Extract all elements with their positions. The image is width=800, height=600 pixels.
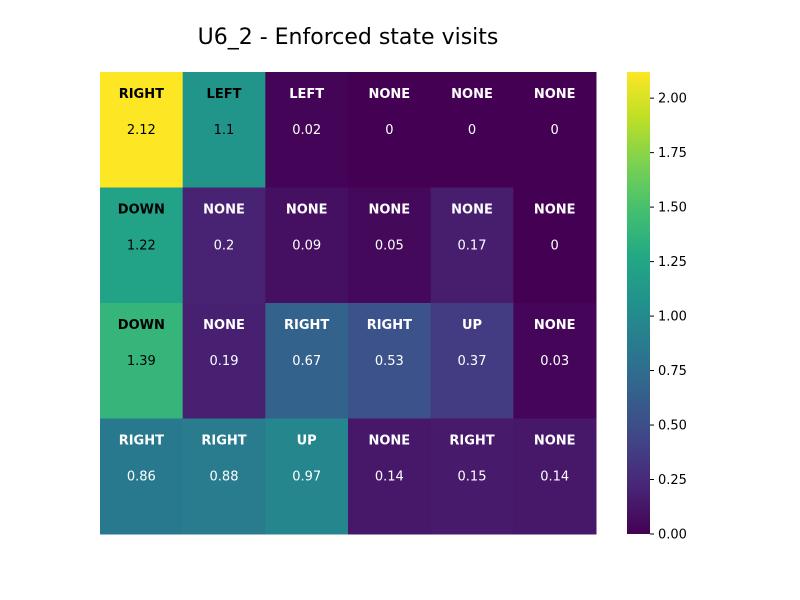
heatmap-cell bbox=[100, 187, 184, 304]
cell-action-label: UP bbox=[462, 318, 482, 333]
cell-action-label: RIGHT bbox=[284, 318, 329, 333]
colorbar-tick-label: 1.25 bbox=[658, 255, 687, 270]
heatmap-cell bbox=[430, 187, 514, 304]
colorbar-gradient bbox=[627, 72, 650, 534]
heatmap-cell bbox=[182, 418, 266, 535]
heatmap-cell bbox=[430, 72, 514, 188]
colorbar-tick-label: 0.00 bbox=[658, 528, 687, 543]
heatmap-cells bbox=[100, 72, 597, 535]
cell-action-label: LEFT bbox=[289, 87, 324, 102]
cell-value-label: 0.37 bbox=[458, 354, 487, 369]
heatmap-cell bbox=[100, 418, 184, 535]
heatmap-cell bbox=[265, 72, 349, 188]
cell-action-label: DOWN bbox=[118, 318, 165, 333]
cell-action-label: NONE bbox=[368, 434, 410, 449]
colorbar-tick-label: 0.25 bbox=[658, 473, 687, 488]
cell-value-label: 1.1 bbox=[214, 123, 235, 138]
cell-action-label: DOWN bbox=[118, 203, 165, 218]
heatmap-cell bbox=[182, 187, 266, 304]
cell-value-label: 0.03 bbox=[540, 354, 569, 369]
cell-action-label: RIGHT bbox=[201, 434, 246, 449]
heatmap-cell bbox=[265, 187, 349, 304]
cell-action-label: NONE bbox=[286, 203, 328, 218]
heatmap-cell bbox=[100, 72, 184, 188]
cell-value-label: 0 bbox=[468, 123, 476, 138]
cell-value-label: 0.14 bbox=[375, 470, 404, 485]
cell-value-label: 0.02 bbox=[292, 123, 321, 138]
colorbar-tick-label: 2.00 bbox=[658, 92, 687, 107]
colorbar-tick-label: 1.00 bbox=[658, 310, 687, 325]
colorbar-tick-label: 1.75 bbox=[658, 146, 687, 161]
heatmap-cell bbox=[513, 72, 597, 188]
colorbar-tick-label: 0.75 bbox=[658, 364, 687, 379]
heatmap-cell bbox=[100, 303, 184, 419]
cell-action-label: RIGHT bbox=[119, 434, 164, 449]
heatmap-labels: RIGHT 2.12 LEFT 1.1 LEFT 0.02 NONE 0 NONE 0 NONE 0 D… bbox=[118, 87, 576, 485]
cell-value-label: 0.2 bbox=[214, 239, 235, 254]
heatmap-cell bbox=[265, 418, 349, 535]
cell-value-label: 0.88 bbox=[210, 470, 239, 485]
heatmap-cell bbox=[513, 303, 597, 419]
colorbar: 0.00 0.25 0.50 0.75 1.00 1.25 1.50 1.75 2.00 bbox=[627, 72, 687, 543]
cell-action-label: NONE bbox=[368, 87, 410, 102]
heatmap-cell bbox=[348, 418, 432, 535]
chart-title: U6_2 - Enforced state visits bbox=[198, 25, 499, 50]
heatmap-cell bbox=[348, 303, 432, 419]
heatmap-cell bbox=[513, 418, 597, 535]
cell-value-label: 0.97 bbox=[292, 470, 321, 485]
heatmap-cell bbox=[265, 303, 349, 419]
cell-value-label: 0 bbox=[551, 123, 559, 138]
cell-action-label: RIGHT bbox=[119, 87, 164, 102]
colorbar-tick-label: 1.50 bbox=[658, 201, 687, 216]
cell-value-label: 0.05 bbox=[375, 239, 404, 254]
heatmap-cell bbox=[348, 187, 432, 304]
cell-action-label: RIGHT bbox=[449, 434, 494, 449]
cell-value-label: 0 bbox=[551, 239, 559, 254]
cell-action-label: NONE bbox=[203, 318, 245, 333]
cell-action-label: NONE bbox=[534, 203, 576, 218]
heatmap-cell bbox=[430, 418, 514, 535]
heatmap-cell bbox=[513, 187, 597, 304]
colorbar-tick-label: 0.50 bbox=[658, 419, 687, 434]
cell-action-label: NONE bbox=[368, 203, 410, 218]
heatmap-cell bbox=[182, 72, 266, 188]
cell-action-label: LEFT bbox=[207, 87, 242, 102]
cell-action-label: UP bbox=[297, 434, 317, 449]
cell-value-label: 0.19 bbox=[210, 354, 239, 369]
cell-action-label: NONE bbox=[203, 203, 245, 218]
cell-action-label: RIGHT bbox=[367, 318, 412, 333]
cell-value-label: 0.15 bbox=[458, 470, 487, 485]
cell-action-label: NONE bbox=[534, 87, 576, 102]
cell-value-label: 0 bbox=[385, 123, 393, 138]
cell-value-label: 1.39 bbox=[127, 354, 156, 369]
cell-action-label: NONE bbox=[451, 203, 493, 218]
heatmap-cell bbox=[348, 72, 432, 188]
cell-value-label: 0.67 bbox=[292, 354, 321, 369]
cell-action-label: NONE bbox=[451, 87, 493, 102]
cell-value-label: 2.12 bbox=[127, 123, 156, 138]
heatmap-cell bbox=[430, 303, 514, 419]
cell-value-label: 0.53 bbox=[375, 354, 404, 369]
cell-value-label: 0.14 bbox=[540, 470, 569, 485]
cell-value-label: 0.86 bbox=[127, 470, 156, 485]
cell-action-label: NONE bbox=[534, 434, 576, 449]
cell-value-label: 0.17 bbox=[458, 239, 487, 254]
cell-value-label: 0.09 bbox=[292, 239, 321, 254]
heatmap-cell bbox=[182, 303, 266, 419]
cell-value-label: 1.22 bbox=[127, 239, 156, 254]
cell-action-label: NONE bbox=[534, 318, 576, 333]
